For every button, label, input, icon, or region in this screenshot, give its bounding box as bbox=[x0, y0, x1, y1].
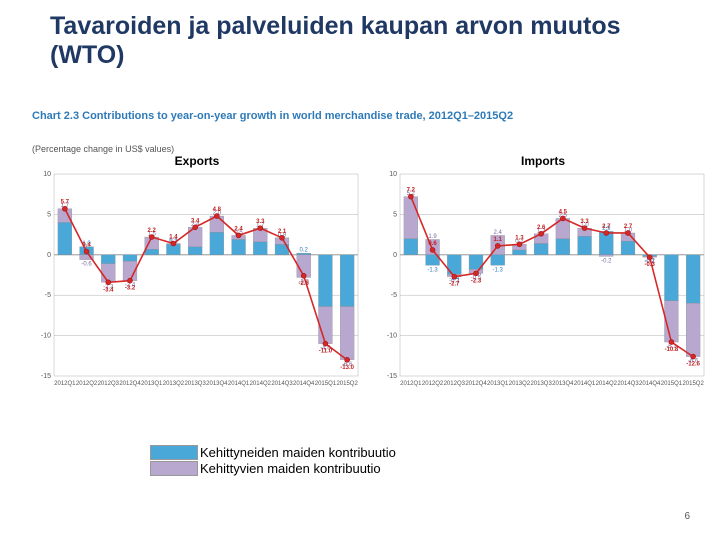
svg-text:-1.3: -1.3 bbox=[427, 267, 438, 273]
svg-text:0: 0 bbox=[47, 252, 51, 259]
svg-text:2013Q3: 2013Q3 bbox=[530, 381, 552, 387]
svg-text:10: 10 bbox=[43, 171, 51, 178]
svg-text:-0.6: -0.6 bbox=[81, 262, 92, 268]
legend-row-developing: Kehittyvien maiden kontribuutio bbox=[150, 461, 396, 477]
svg-text:2012Q1: 2012Q1 bbox=[54, 381, 76, 387]
svg-text:2.7: 2.7 bbox=[624, 224, 633, 230]
svg-text:2015Q2: 2015Q2 bbox=[336, 381, 358, 387]
svg-text:2014Q1: 2014Q1 bbox=[574, 381, 596, 387]
svg-text:-10.8: -10.8 bbox=[665, 347, 679, 353]
svg-text:-15: -15 bbox=[387, 373, 397, 380]
svg-text:0.4: 0.4 bbox=[82, 243, 91, 249]
svg-text:-10: -10 bbox=[387, 333, 397, 340]
svg-text:2013Q1: 2013Q1 bbox=[487, 381, 509, 387]
svg-text:2012Q3: 2012Q3 bbox=[98, 381, 120, 387]
svg-text:2.1: 2.1 bbox=[278, 229, 287, 235]
svg-text:2012Q2: 2012Q2 bbox=[422, 381, 444, 387]
svg-text:0.2: 0.2 bbox=[300, 248, 309, 254]
svg-text:2012Q4: 2012Q4 bbox=[465, 381, 487, 387]
svg-text:2.4: 2.4 bbox=[494, 230, 503, 236]
svg-text:2014Q2: 2014Q2 bbox=[596, 381, 618, 387]
panel-title-imports: Imports bbox=[378, 154, 708, 168]
svg-text:-2.6: -2.6 bbox=[299, 281, 310, 287]
svg-text:2014Q4: 2014Q4 bbox=[639, 381, 661, 387]
svg-text:1.1: 1.1 bbox=[494, 237, 503, 243]
svg-text:-15: -15 bbox=[41, 373, 51, 380]
svg-text:2014Q3: 2014Q3 bbox=[617, 381, 639, 387]
svg-text:0: 0 bbox=[393, 252, 397, 259]
svg-text:2013Q2: 2013Q2 bbox=[163, 381, 185, 387]
svg-text:2013Q1: 2013Q1 bbox=[141, 381, 163, 387]
panel-title-exports: Exports bbox=[32, 154, 362, 168]
svg-text:4.5: 4.5 bbox=[559, 209, 568, 215]
svg-text:-1.3: -1.3 bbox=[493, 267, 504, 273]
svg-text:2012Q2: 2012Q2 bbox=[76, 381, 98, 387]
svg-text:2013Q3: 2013Q3 bbox=[184, 381, 206, 387]
svg-text:2014Q3: 2014Q3 bbox=[271, 381, 293, 387]
legend-row-developed: Kehittyneiden maiden kontribuutio bbox=[150, 445, 396, 461]
svg-text:3.4: 3.4 bbox=[191, 218, 200, 224]
svg-text:2014Q1: 2014Q1 bbox=[228, 381, 250, 387]
svg-text:2012Q3: 2012Q3 bbox=[444, 381, 466, 387]
svg-text:3.3: 3.3 bbox=[580, 219, 589, 225]
svg-text:1.9: 1.9 bbox=[428, 234, 437, 240]
svg-text:-12.6: -12.6 bbox=[686, 362, 700, 368]
svg-text:-0.2: -0.2 bbox=[601, 258, 612, 264]
svg-text:-11.0: -11.0 bbox=[319, 349, 333, 355]
svg-text:-3.4: -3.4 bbox=[103, 287, 114, 293]
svg-text:-2.7: -2.7 bbox=[449, 282, 460, 288]
svg-text:2014Q2: 2014Q2 bbox=[250, 381, 272, 387]
svg-text:-13.0: -13.0 bbox=[340, 365, 354, 371]
svg-text:3.3: 3.3 bbox=[256, 219, 265, 225]
legend-swatch-developed bbox=[150, 445, 198, 460]
chart-svg-imports: -15-10-505102.05.21.9-1.3-2.4-0.3-1.8-0.… bbox=[378, 158, 708, 398]
svg-text:2014Q4: 2014Q4 bbox=[293, 381, 315, 387]
svg-text:2015Q2: 2015Q2 bbox=[682, 381, 704, 387]
svg-text:0.6: 0.6 bbox=[428, 241, 437, 247]
chart-caption: Chart 2.3 Contributions to year-on-year … bbox=[32, 110, 513, 124]
chart-svg-exports: -15-10-505104.01.71.0-0.6-1.1-2.3-0.8-2.… bbox=[32, 158, 362, 398]
svg-text:2.7: 2.7 bbox=[602, 224, 611, 230]
svg-text:2.4: 2.4 bbox=[234, 226, 243, 232]
svg-text:5: 5 bbox=[47, 211, 51, 218]
svg-text:2012Q1: 2012Q1 bbox=[400, 381, 422, 387]
legend-label-developing: Kehittyvien maiden kontribuutio bbox=[200, 461, 381, 477]
svg-text:-10: -10 bbox=[41, 333, 51, 340]
svg-text:2012Q4: 2012Q4 bbox=[119, 381, 141, 387]
svg-text:1.4: 1.4 bbox=[169, 234, 178, 240]
svg-text:2015Q1: 2015Q1 bbox=[661, 381, 683, 387]
svg-text:5: 5 bbox=[393, 211, 397, 218]
svg-text:-5: -5 bbox=[391, 292, 397, 299]
svg-text:-3.2: -3.2 bbox=[125, 286, 136, 292]
svg-text:-2.3: -2.3 bbox=[471, 278, 482, 284]
page-title: Tavaroiden ja palveluiden kaupan arvon m… bbox=[50, 12, 670, 70]
svg-text:5.7: 5.7 bbox=[61, 200, 70, 206]
chart-panel-exports: Exports -15-10-505104.01.71.0-0.6-1.1-2.… bbox=[32, 158, 362, 398]
legend-label-developed: Kehittyneiden maiden kontribuutio bbox=[200, 445, 396, 461]
svg-text:10: 10 bbox=[389, 171, 397, 178]
legend: Kehittyneiden maiden kontribuutio Kehitt… bbox=[150, 445, 396, 476]
chart-panel-imports: Imports -15-10-505102.05.21.9-1.3-2.4-0.… bbox=[378, 158, 708, 398]
svg-text:2013Q4: 2013Q4 bbox=[206, 381, 228, 387]
svg-text:7.2: 7.2 bbox=[407, 188, 416, 194]
page-number: 6 bbox=[684, 511, 690, 522]
svg-text:-0.3: -0.3 bbox=[645, 262, 656, 268]
svg-text:2013Q2: 2013Q2 bbox=[509, 381, 531, 387]
svg-text:-5: -5 bbox=[45, 292, 51, 299]
svg-text:4.8: 4.8 bbox=[213, 207, 222, 213]
svg-text:2013Q4: 2013Q4 bbox=[552, 381, 574, 387]
svg-text:2.2: 2.2 bbox=[148, 228, 157, 234]
svg-text:2.6: 2.6 bbox=[537, 225, 546, 231]
svg-text:1.3: 1.3 bbox=[515, 235, 524, 241]
legend-swatch-developing bbox=[150, 461, 198, 476]
svg-text:2015Q1: 2015Q1 bbox=[315, 381, 337, 387]
chart-subcaption: (Percentage change in US$ values) bbox=[32, 144, 174, 154]
